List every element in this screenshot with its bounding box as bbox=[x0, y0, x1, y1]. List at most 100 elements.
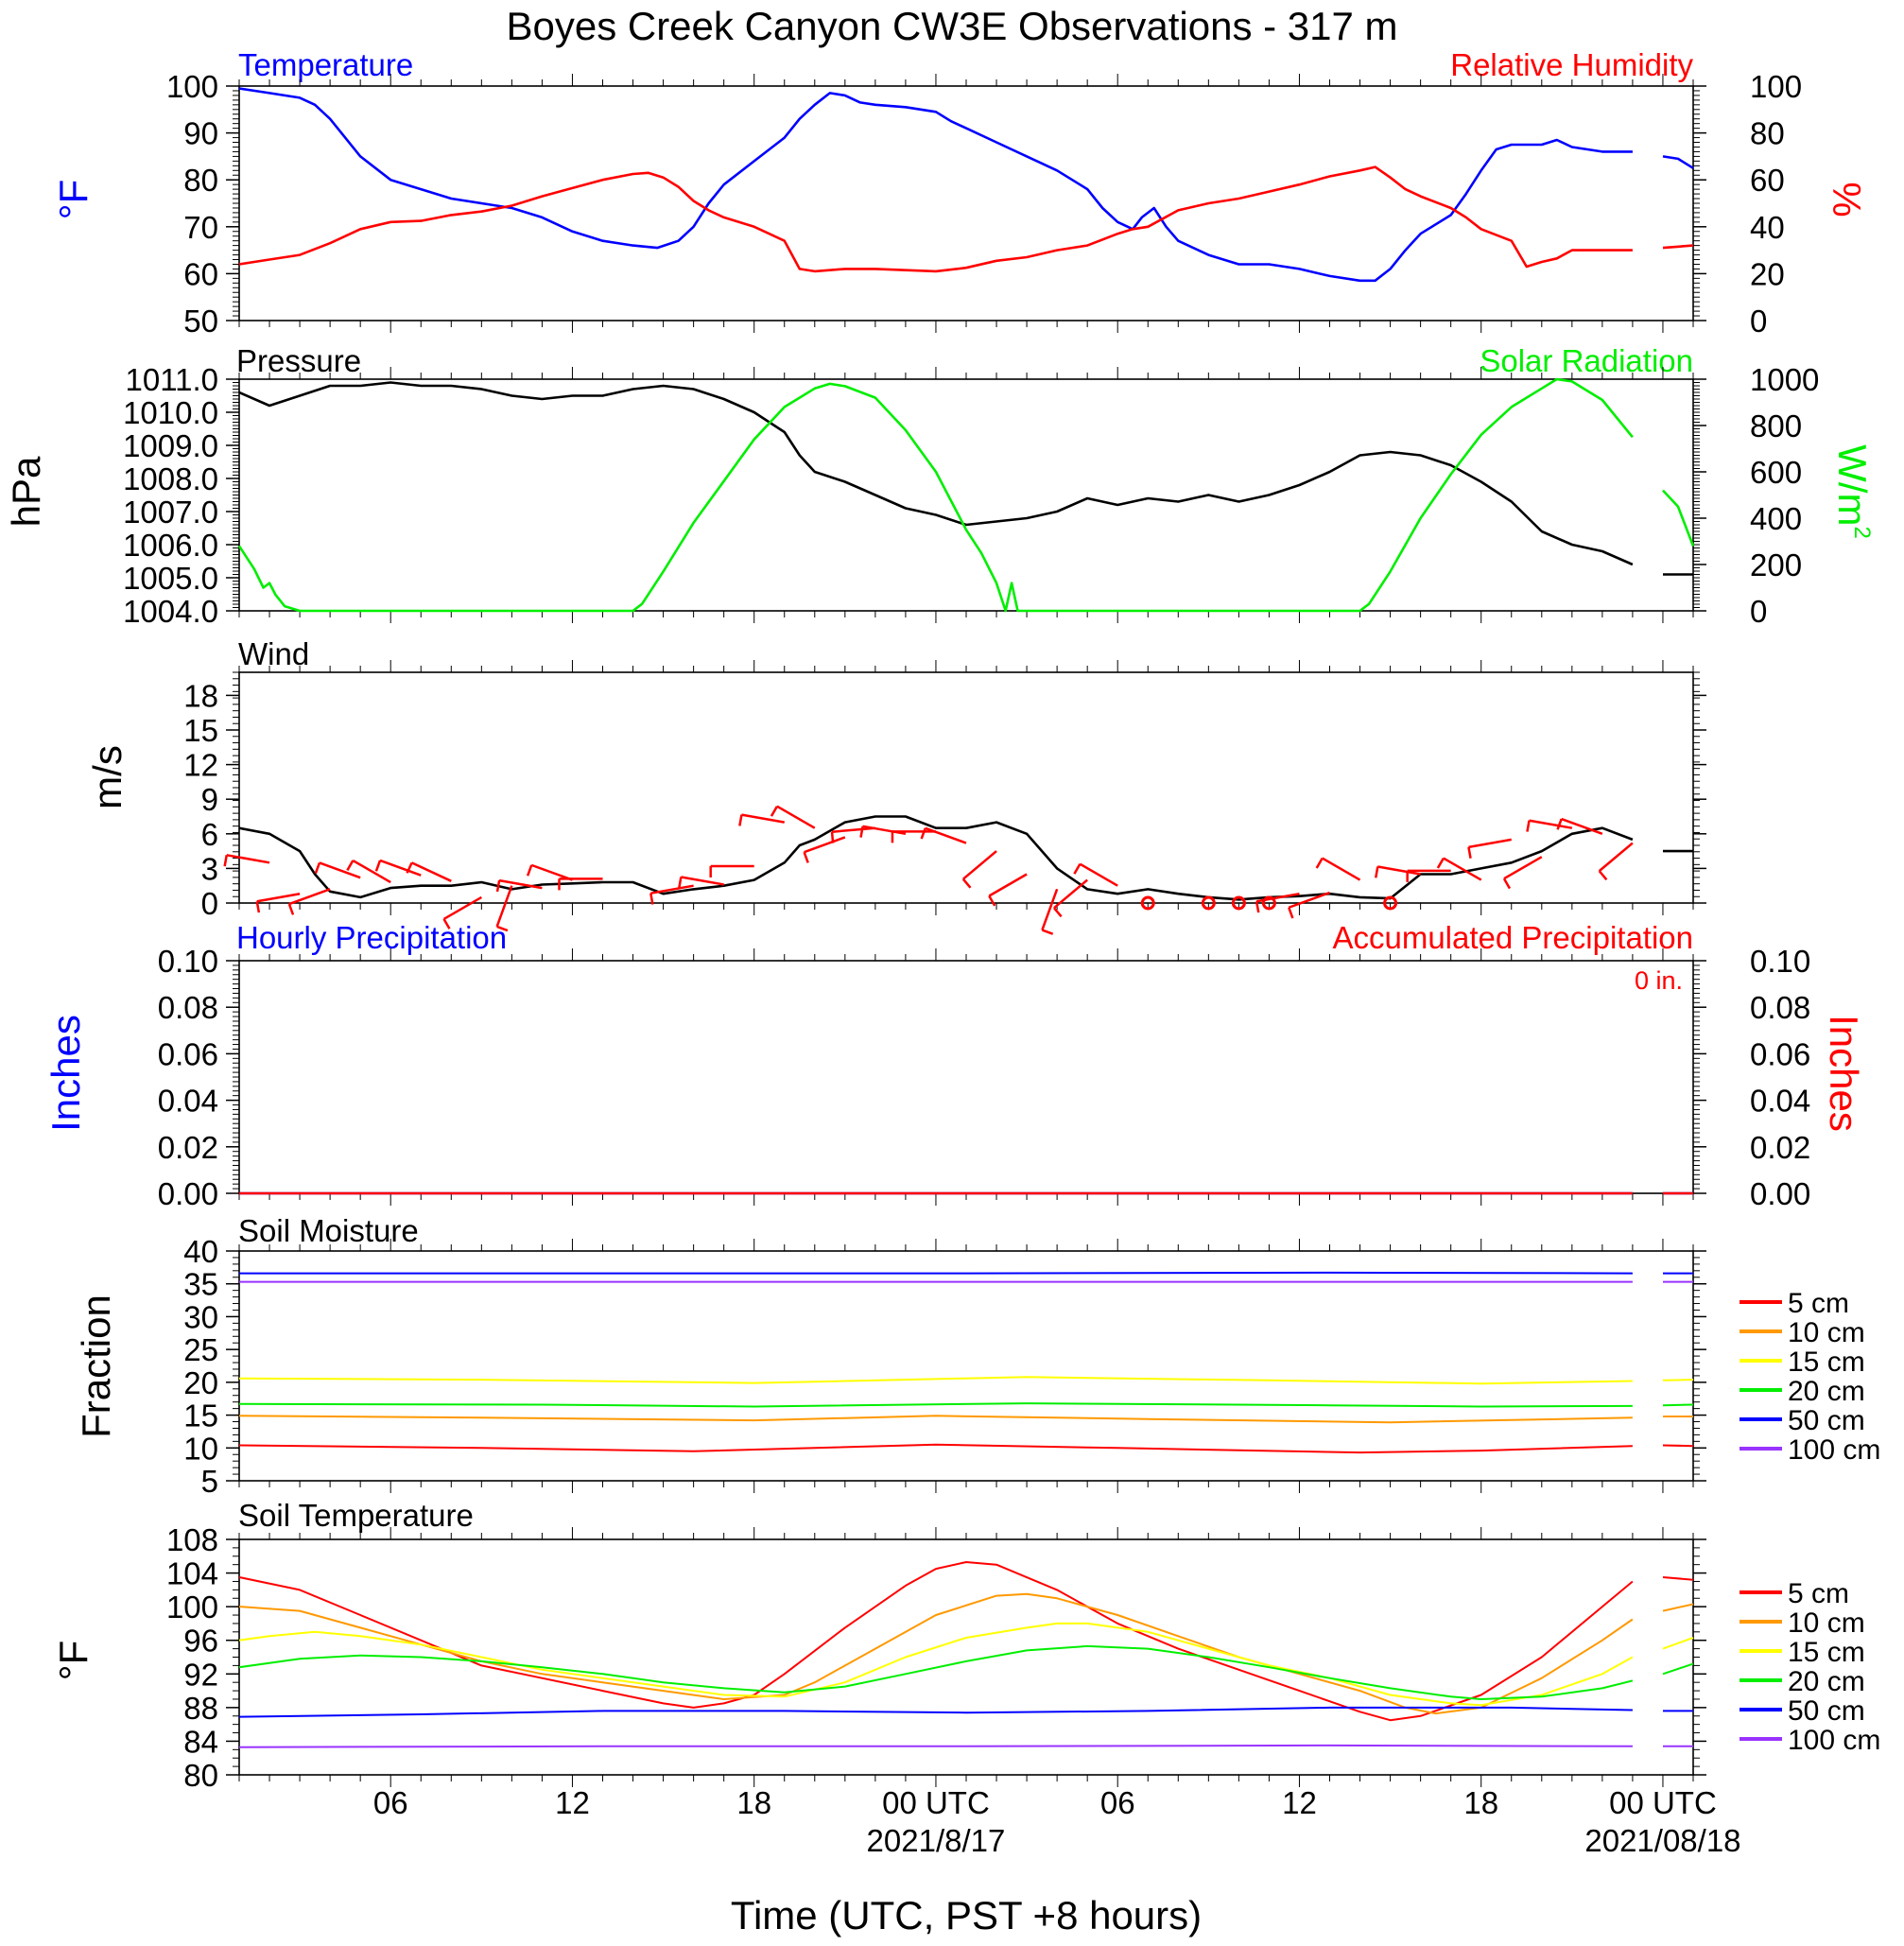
wind-barb-flag bbox=[859, 825, 864, 838]
x-tick-label: 12 bbox=[1282, 1785, 1317, 1820]
wind-barb bbox=[1377, 865, 1421, 876]
temp_rh-left-tick-label: 100 bbox=[166, 69, 218, 104]
pressure_solar-series-pressure bbox=[238, 381, 1693, 576]
soil_temp-left-tick-label: 92 bbox=[183, 1657, 218, 1692]
wind-barb-flag bbox=[1598, 870, 1608, 881]
x-tick-label: 00 UTC bbox=[882, 1785, 990, 1820]
pressure_solar-left-tick-label: 1009.0 bbox=[123, 428, 218, 463]
temp_rh-left-tick-label: 60 bbox=[183, 256, 218, 291]
wind-barb-flag bbox=[1436, 857, 1445, 869]
temp_rh-right-tick-label: 80 bbox=[1750, 116, 1785, 151]
pressure_solar-right-tick-label: 0 bbox=[1750, 594, 1767, 629]
wind-left-tick-label: 15 bbox=[183, 713, 218, 748]
pressure_solar-series-solar-radiation bbox=[237, 377, 1695, 613]
soil_moisture-series-50-cm bbox=[239, 1271, 1693, 1275]
legend-label: 15 cm bbox=[1788, 1347, 1865, 1378]
wind-barb-calm bbox=[1261, 895, 1276, 911]
soil-temperature-title: Soil Temperature bbox=[238, 1498, 474, 1533]
wind-left-tick-label: 3 bbox=[201, 851, 218, 886]
temp_rh-right-tick-label: 60 bbox=[1750, 163, 1785, 198]
soil_temp-left-tick-label: 96 bbox=[183, 1624, 218, 1659]
wind-barb bbox=[831, 826, 875, 833]
precip-frame bbox=[238, 960, 1694, 1194]
wind-barb bbox=[1079, 862, 1118, 887]
wind-left-tick-label: 6 bbox=[201, 817, 218, 852]
soil_moisture-left-tick-label: 5 bbox=[201, 1464, 218, 1499]
wind-barb bbox=[1322, 857, 1361, 881]
temp_rh-series-temperature bbox=[238, 87, 1694, 283]
pressure_solar-right-tick-label: 800 bbox=[1750, 408, 1802, 443]
pressure_solar-right-tick-label: 200 bbox=[1750, 547, 1802, 582]
x-tick-label: 06 bbox=[1100, 1785, 1135, 1820]
wind-title: Wind bbox=[238, 636, 309, 671]
precip-left-tick-label: 0.06 bbox=[158, 1036, 218, 1071]
pressure_solar-left-tick-label: 1004.0 bbox=[123, 594, 218, 629]
wind-barb bbox=[498, 878, 543, 890]
legend-label: 20 cm bbox=[1788, 1666, 1865, 1697]
wind-unit: m/s bbox=[85, 745, 130, 809]
soil_moisture-left-tick-label: 40 bbox=[183, 1234, 218, 1269]
precip-right-tick-label: 0.04 bbox=[1750, 1084, 1810, 1119]
x-axis-label: Time (UTC, PST +8 hours) bbox=[731, 1893, 1202, 1937]
wind-barb bbox=[741, 813, 785, 824]
wind-barb bbox=[319, 861, 361, 879]
soil_moisture-left-tick-label: 10 bbox=[183, 1431, 218, 1466]
soil_temp-frame bbox=[238, 1538, 1694, 1776]
wind-barb-flag bbox=[496, 925, 509, 932]
precipitation-panel: Hourly Precipitation Accumulated Precipi… bbox=[43, 920, 1866, 1211]
pressure-title: Pressure bbox=[236, 343, 361, 378]
wind-barb bbox=[379, 859, 422, 877]
legend-label: 10 cm bbox=[1788, 1607, 1865, 1639]
soil_moisture-left-tick-label: 20 bbox=[183, 1365, 218, 1400]
wind-barb bbox=[1468, 838, 1512, 849]
wind-barb bbox=[1529, 819, 1573, 829]
x-tick-label: 06 bbox=[373, 1785, 408, 1820]
wind-barb bbox=[256, 893, 301, 903]
x-tick-label: 12 bbox=[555, 1785, 590, 1820]
temp_rh-right-tick-label: 100 bbox=[1750, 69, 1802, 104]
x-tick-label: 18 bbox=[1463, 1785, 1498, 1820]
wind-barb-flag bbox=[346, 860, 355, 872]
wind-left-tick-label: 9 bbox=[201, 782, 218, 817]
wind-barb bbox=[925, 826, 967, 844]
soil_moisture-series-10-cm bbox=[238, 1415, 1693, 1424]
accum-precip-unit: Inches bbox=[1822, 1015, 1866, 1132]
pressure_solar-frame bbox=[238, 378, 1694, 612]
temp_rh-left-tick-label: 80 bbox=[183, 163, 218, 198]
wind-barb-flag bbox=[830, 831, 835, 843]
temperature-title: Temperature bbox=[238, 47, 413, 82]
date-label: 2021/08/18 bbox=[1584, 1823, 1740, 1858]
legend-label: 10 cm bbox=[1788, 1317, 1865, 1348]
soil_temp-series-50-cm bbox=[238, 1706, 1693, 1718]
chart-title: Boyes Creek Canyon CW3E Observations - 3… bbox=[506, 4, 1397, 48]
wind-barb bbox=[1255, 893, 1300, 903]
pressure_solar-left-tick-label: 1005.0 bbox=[123, 561, 218, 596]
wind-barb-flag bbox=[1526, 820, 1531, 832]
wind-barb-flag bbox=[1315, 857, 1324, 869]
wind-barb-flag bbox=[287, 903, 295, 915]
accum-precip-value: 0 in. bbox=[1635, 966, 1683, 995]
wind-barb-flag bbox=[988, 895, 996, 907]
humidity-title: Relative Humidity bbox=[1450, 47, 1693, 82]
hourly-precip-title: Hourly Precipitation bbox=[236, 920, 507, 955]
soil_moisture-left-tick-label: 15 bbox=[183, 1399, 218, 1433]
soil_temp-left-tick-label: 88 bbox=[183, 1691, 218, 1726]
wind-barb-flag bbox=[1502, 877, 1512, 890]
soil_temp-left-tick-label: 84 bbox=[183, 1724, 218, 1759]
soil_temp-series-10-cm bbox=[238, 1592, 1694, 1715]
soil_temp-series-15-cm bbox=[238, 1622, 1694, 1707]
soil_temp-left-tick-label: 104 bbox=[166, 1556, 218, 1591]
soil_temp-series-5-cm bbox=[238, 1561, 1694, 1722]
legend-label: 20 cm bbox=[1788, 1376, 1865, 1407]
wind-barb-flag bbox=[920, 827, 926, 840]
wind-barb-flag bbox=[1041, 929, 1054, 935]
pressure_solar-left-tick-label: 1007.0 bbox=[123, 495, 218, 530]
pressure_solar-left-tick-label: 1006.0 bbox=[123, 528, 218, 563]
wind-barb bbox=[1503, 856, 1543, 880]
wind-left-tick-label: 18 bbox=[183, 678, 218, 713]
